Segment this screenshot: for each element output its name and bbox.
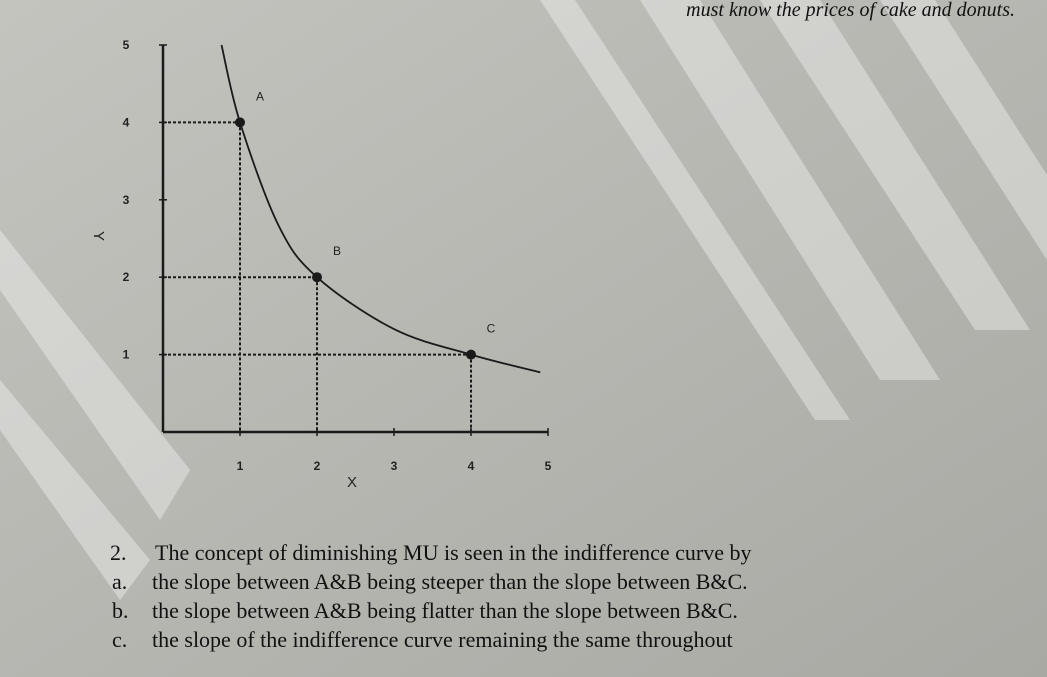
point — [312, 272, 322, 283]
point-label: B — [333, 244, 341, 258]
x-tick-label: 4 — [468, 459, 475, 473]
y-tick-label: 3 — [123, 193, 130, 207]
y-tick-label: 2 — [123, 270, 130, 284]
option-letter: a. — [112, 569, 127, 594]
y-axis-label: Y — [90, 231, 107, 241]
point-label: C — [487, 322, 496, 336]
x-tick-label: 5 — [545, 459, 552, 473]
x-tick-label: 1 — [237, 459, 244, 473]
y-tick-label: 4 — [123, 115, 130, 129]
question: 2. The concept of diminishing MU is seen … — [110, 540, 751, 652]
point — [466, 349, 476, 360]
question-stem: The concept of diminishing MU is seen in… — [155, 540, 751, 565]
x-axis-label: X — [347, 474, 357, 491]
x-tick-label: 3 — [391, 459, 398, 473]
option-text: the slope between A&B being flatter than… — [152, 598, 738, 623]
chart: 1 2 3 4 5 1 2 3 4 5 X Y A B C — [90, 38, 552, 491]
option-letter: c. — [112, 627, 127, 652]
option-text: the slope between A&B being steeper than… — [152, 569, 748, 594]
option-text: the slope of the indifference curve rema… — [152, 627, 733, 652]
light-stripes — [0, 0, 1047, 600]
y-tick-label: 5 — [123, 38, 130, 52]
y-tick-label: 1 — [123, 348, 130, 362]
point-label: A — [256, 89, 264, 103]
point — [235, 117, 245, 128]
x-tick-label: 2 — [314, 459, 321, 473]
header-fragment: must know the prices of cake and donuts. — [686, 0, 1015, 21]
question-number: 2. — [110, 540, 127, 565]
option-letter: b. — [112, 598, 129, 623]
